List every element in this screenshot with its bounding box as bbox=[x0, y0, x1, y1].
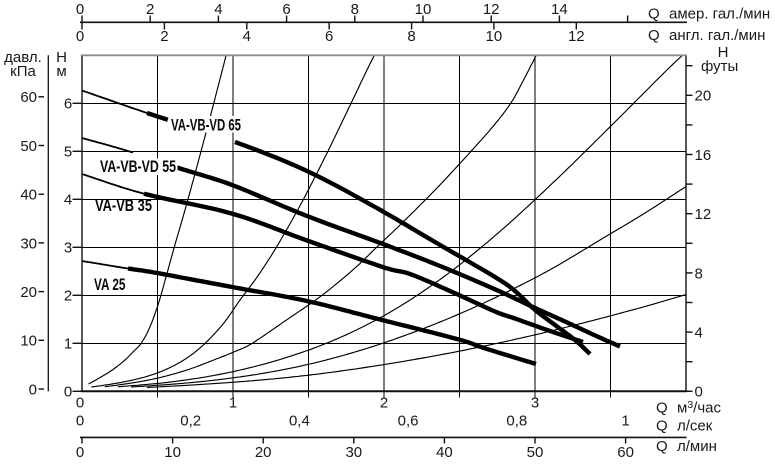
svg-text:14: 14 bbox=[551, 1, 568, 18]
svg-text:6: 6 bbox=[282, 1, 290, 18]
svg-text:20: 20 bbox=[695, 88, 712, 105]
svg-text:20: 20 bbox=[255, 444, 272, 461]
svg-text:давл.: давл. bbox=[4, 49, 42, 66]
svg-text:0: 0 bbox=[76, 395, 84, 412]
svg-text:1: 1 bbox=[229, 395, 237, 412]
svg-text:4: 4 bbox=[64, 192, 72, 209]
svg-text:л/мин: л/мин bbox=[677, 438, 717, 455]
svg-text:Q: Q bbox=[648, 5, 660, 22]
svg-text:10: 10 bbox=[486, 28, 503, 45]
svg-text:1: 1 bbox=[64, 336, 72, 353]
svg-text:2: 2 bbox=[160, 28, 168, 45]
svg-text:8: 8 bbox=[351, 1, 359, 18]
svg-text:12: 12 bbox=[568, 28, 585, 45]
svg-text:20: 20 bbox=[20, 284, 37, 301]
svg-text:англ. гал./мин: англ. гал./мин bbox=[669, 27, 765, 44]
svg-text:Q: Q bbox=[648, 27, 660, 44]
svg-text:4: 4 bbox=[695, 325, 703, 342]
svg-text:4: 4 bbox=[243, 28, 251, 45]
svg-text:H: H bbox=[56, 49, 67, 66]
svg-text:3: 3 bbox=[64, 240, 72, 257]
svg-text:50: 50 bbox=[527, 444, 544, 461]
svg-text:VA 25: VA 25 bbox=[94, 275, 126, 294]
svg-text:0: 0 bbox=[76, 28, 84, 45]
svg-text:40: 40 bbox=[436, 444, 453, 461]
svg-text:12: 12 bbox=[695, 206, 712, 223]
svg-text:м3/час: м3/час bbox=[677, 399, 721, 417]
svg-text:м: м bbox=[56, 63, 66, 80]
svg-text:Q: Q bbox=[656, 399, 668, 416]
svg-text:8: 8 bbox=[407, 28, 415, 45]
svg-text:6: 6 bbox=[325, 28, 333, 45]
svg-text:VA-VB 35: VA-VB 35 bbox=[95, 196, 152, 215]
svg-text:50: 50 bbox=[20, 138, 37, 155]
svg-text:8: 8 bbox=[695, 265, 703, 282]
svg-text:12: 12 bbox=[483, 1, 500, 18]
svg-text:2: 2 bbox=[146, 1, 154, 18]
svg-text:VA-VB-VD 65: VA-VB-VD 65 bbox=[171, 115, 241, 134]
svg-text:0: 0 bbox=[64, 384, 72, 401]
svg-text:1: 1 bbox=[621, 413, 629, 430]
svg-text:Q: Q bbox=[656, 438, 668, 455]
svg-text:H: H bbox=[718, 44, 729, 61]
svg-text:кПа: кПа bbox=[10, 63, 36, 80]
svg-text:0: 0 bbox=[76, 1, 84, 18]
svg-text:0,8: 0,8 bbox=[506, 413, 527, 430]
svg-text:3: 3 bbox=[531, 395, 539, 412]
svg-text:30: 30 bbox=[20, 235, 37, 252]
svg-text:0: 0 bbox=[76, 444, 84, 461]
svg-text:10: 10 bbox=[164, 444, 181, 461]
svg-text:10: 10 bbox=[415, 1, 432, 18]
svg-text:60: 60 bbox=[20, 89, 37, 106]
svg-text:VA-VB-VD 55: VA-VB-VD 55 bbox=[100, 157, 176, 176]
svg-text:л/сек: л/сек bbox=[677, 418, 713, 435]
svg-text:4: 4 bbox=[214, 1, 222, 18]
svg-text:0,2: 0,2 bbox=[180, 413, 201, 430]
svg-text:40: 40 bbox=[20, 187, 37, 204]
svg-text:10: 10 bbox=[20, 333, 37, 350]
svg-text:30: 30 bbox=[345, 444, 362, 461]
svg-text:Q: Q bbox=[656, 418, 668, 435]
svg-text:0: 0 bbox=[29, 381, 37, 398]
svg-text:0: 0 bbox=[695, 384, 703, 401]
svg-text:60: 60 bbox=[617, 444, 634, 461]
svg-text:16: 16 bbox=[695, 147, 712, 164]
svg-text:5: 5 bbox=[64, 144, 72, 161]
svg-text:2: 2 bbox=[64, 288, 72, 305]
svg-text:6: 6 bbox=[64, 96, 72, 113]
svg-text:0,6: 0,6 bbox=[398, 413, 419, 430]
svg-text:0: 0 bbox=[76, 413, 84, 430]
svg-text:2: 2 bbox=[380, 395, 388, 412]
svg-text:0,4: 0,4 bbox=[289, 413, 310, 430]
svg-text:футы: футы bbox=[701, 58, 738, 75]
svg-text:амер. гал./мин: амер. гал./мин bbox=[669, 5, 770, 22]
